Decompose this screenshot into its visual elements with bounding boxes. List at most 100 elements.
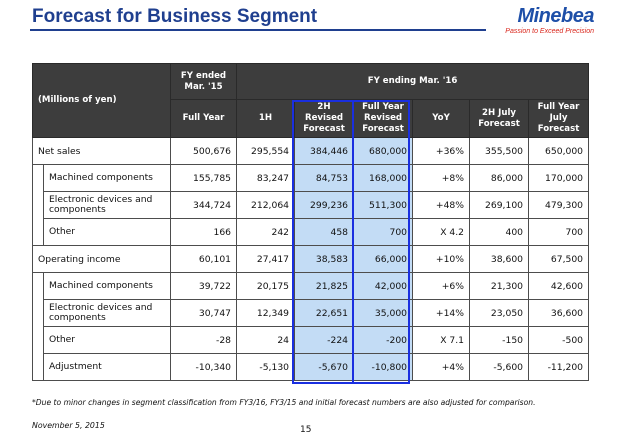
cell: 22,651 <box>294 299 355 327</box>
header-fy15: FY ended Mar. '15 <box>170 63 238 100</box>
table-row: Net sales 500,676 295,554 384,446 680,00… <box>31 137 590 165</box>
cell: 700 <box>528 218 590 246</box>
logo-name: Minebea <box>517 5 594 27</box>
cell: 400 <box>469 218 530 246</box>
row-label: Net sales <box>31 137 172 165</box>
table-row: Adjustment -10,340 -5,130 -5,670 -10,800… <box>32 353 590 381</box>
cell: -5,600 <box>469 353 530 381</box>
table-row: Electronic devices and components 30,747… <box>32 299 590 327</box>
cell: 24 <box>236 326 296 354</box>
cell: X 7.1 <box>412 326 471 354</box>
cell: 384,446 <box>294 137 355 165</box>
cell: 21,825 <box>294 272 355 300</box>
cell: 166 <box>170 218 238 246</box>
cell: -150 <box>469 326 530 354</box>
row-label: Machined components <box>42 272 172 300</box>
cell: 299,236 <box>294 191 355 219</box>
table-row: Machined components 155,785 83,247 84,75… <box>32 164 590 192</box>
cell: +36% <box>412 137 471 165</box>
cell: 479,300 <box>528 191 590 219</box>
header-fy16: FY ending Mar. '16 <box>236 63 590 100</box>
cell: -28 <box>170 326 238 354</box>
row-label: Other <box>42 326 172 354</box>
cell: X 4.2 <box>412 218 471 246</box>
cell: 36,600 <box>528 299 590 327</box>
cell: 355,500 <box>469 137 530 165</box>
cell: -500 <box>528 326 590 354</box>
table-row: Machined components 39,722 20,175 21,825… <box>32 272 590 300</box>
footnote: *Due to minor changes in segment classif… <box>32 398 536 407</box>
cell: 20,175 <box>236 272 296 300</box>
col-header: Full Year Revised Forecast <box>353 99 414 138</box>
table-row: Other 166 242 458 700 X 4.2 400 700 <box>32 218 590 246</box>
date-label: November 5, 2015 <box>32 421 105 430</box>
cell: 84,753 <box>294 164 355 192</box>
cell: 30,747 <box>170 299 238 327</box>
cell: 12,349 <box>236 299 296 327</box>
cell: 66,000 <box>353 245 414 273</box>
cell: +10% <box>412 245 471 273</box>
segment-forecast-table: (Millions of yen) FY ended Mar. '15 FY e… <box>31 63 590 381</box>
page-number: 15 <box>300 425 312 435</box>
row-label: Electronic devices and components <box>42 299 172 327</box>
cell: -5,130 <box>236 353 296 381</box>
cell: 650,000 <box>528 137 590 165</box>
cell: 212,064 <box>236 191 296 219</box>
col-header: YoY <box>412 99 471 138</box>
cell: 269,100 <box>469 191 530 219</box>
table-row: Operating income 60,101 27,417 38,583 66… <box>31 245 590 273</box>
logo-tagline: Passion to Exceed Precision <box>505 28 594 35</box>
cell: +6% <box>412 272 471 300</box>
cell: -10,800 <box>353 353 414 381</box>
cell: 344,724 <box>170 191 238 219</box>
table-row: Electronic devices and components 344,72… <box>32 191 590 219</box>
cell: 42,000 <box>353 272 414 300</box>
cell: 295,554 <box>236 137 296 165</box>
cell: 39,722 <box>170 272 238 300</box>
cell: 83,247 <box>236 164 296 192</box>
cell: 700 <box>353 218 414 246</box>
cell: 511,300 <box>353 191 414 219</box>
cell: +4% <box>412 353 471 381</box>
col-header: 2H Revised Forecast <box>294 99 355 138</box>
cell: +14% <box>412 299 471 327</box>
units-label: (Millions of yen) <box>31 63 172 138</box>
cell: 168,000 <box>353 164 414 192</box>
cell: -200 <box>353 326 414 354</box>
cell: 680,000 <box>353 137 414 165</box>
cell: 38,600 <box>469 245 530 273</box>
cell: 60,101 <box>170 245 238 273</box>
row-label: Adjustment <box>42 353 172 381</box>
col-header: 1H <box>236 99 296 138</box>
title-underline <box>30 29 486 31</box>
cell: 170,000 <box>528 164 590 192</box>
cell: 458 <box>294 218 355 246</box>
row-label: Machined components <box>42 164 172 192</box>
cell: -5,670 <box>294 353 355 381</box>
page-title: Forecast for Business Segment <box>32 6 318 27</box>
cell: 86,000 <box>469 164 530 192</box>
cell: 27,417 <box>236 245 296 273</box>
cell: 21,300 <box>469 272 530 300</box>
cell: -11,200 <box>528 353 590 381</box>
col-header: Full Year <box>170 99 238 138</box>
cell: 23,050 <box>469 299 530 327</box>
row-label: Electronic devices and components <box>42 191 172 219</box>
cell: +48% <box>412 191 471 219</box>
row-label: Operating income <box>31 245 172 273</box>
cell: 42,600 <box>528 272 590 300</box>
cell: 67,500 <box>528 245 590 273</box>
cell: 35,000 <box>353 299 414 327</box>
col-header: Full Year July Forecast <box>528 99 590 138</box>
cell: +8% <box>412 164 471 192</box>
cell: 38,583 <box>294 245 355 273</box>
cell: -224 <box>294 326 355 354</box>
table-row: Other -28 24 -224 -200 X 7.1 -150 -500 <box>32 326 590 354</box>
cell: 500,676 <box>170 137 238 165</box>
row-label: Other <box>42 218 172 246</box>
cell: -10,340 <box>170 353 238 381</box>
cell: 242 <box>236 218 296 246</box>
col-header: 2H July Forecast <box>469 99 530 138</box>
cell: 155,785 <box>170 164 238 192</box>
company-logo: Minebea Passion to Exceed Precision <box>486 5 594 36</box>
